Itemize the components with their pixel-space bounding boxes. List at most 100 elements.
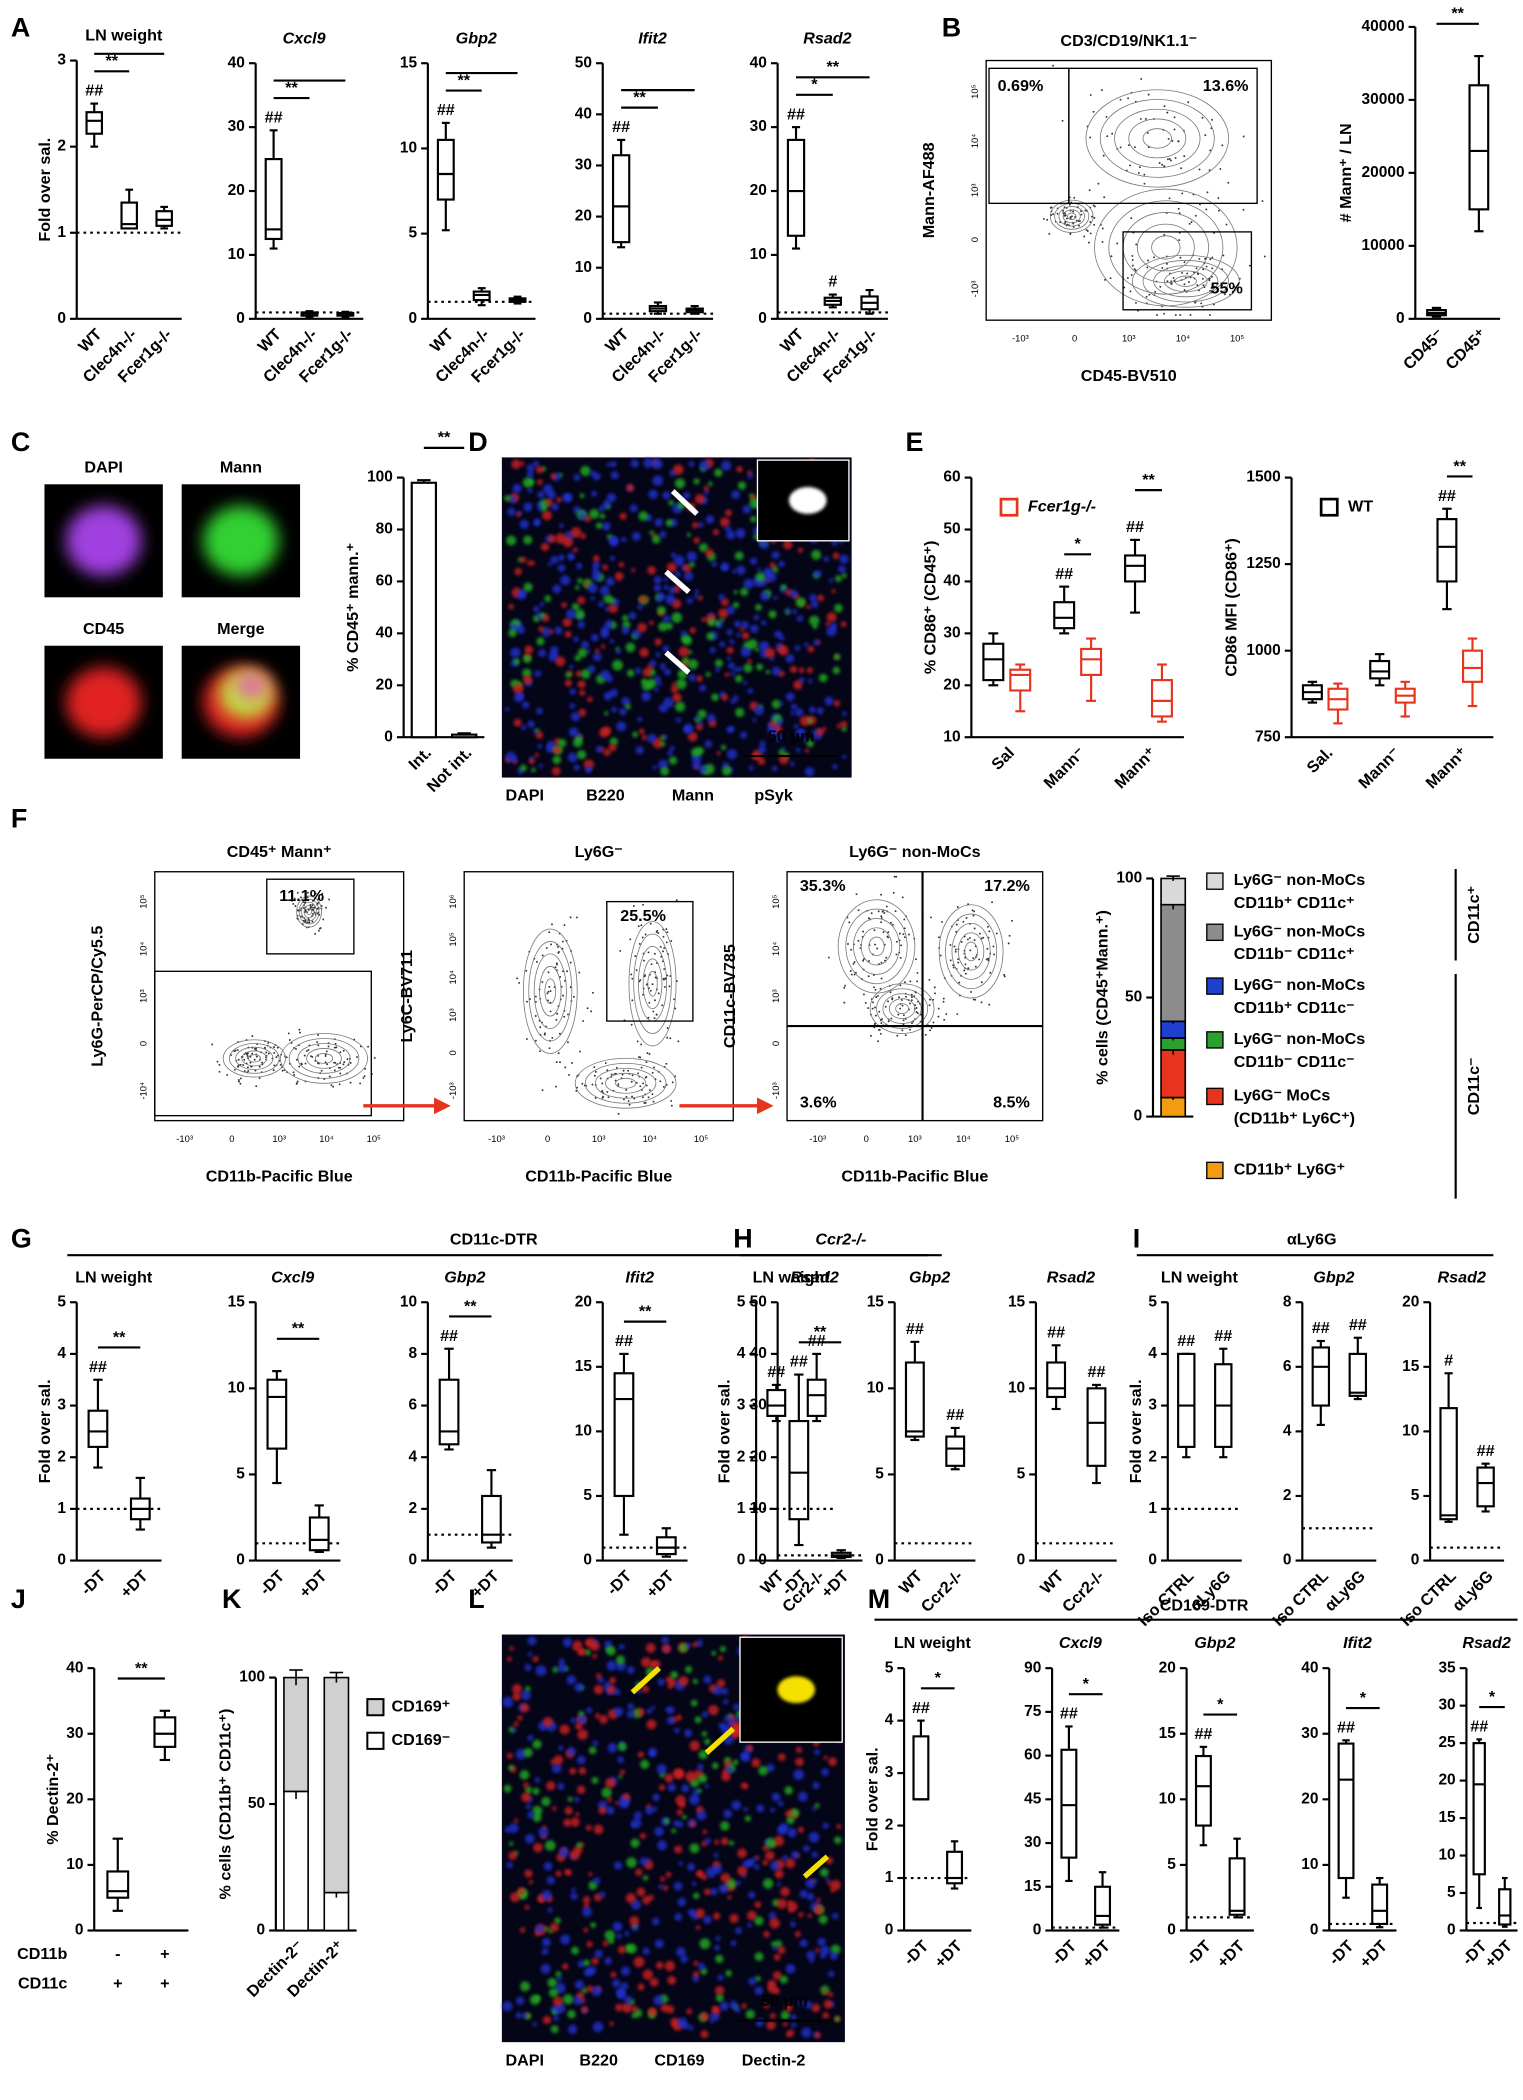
- micrograph-signal: [673, 464, 684, 475]
- flow-event: [581, 1083, 583, 1085]
- flow-event: [955, 949, 957, 951]
- x-tick-label: +DT: [1481, 1937, 1516, 1972]
- x-tick-label: -DT: [900, 1937, 932, 1969]
- flow-event: [1167, 280, 1169, 282]
- micrograph-signal: [665, 1961, 675, 1971]
- micrograph-signal: [577, 680, 585, 688]
- flow-event: [1120, 146, 1122, 148]
- gate-label: 8.5%: [993, 1093, 1030, 1111]
- flow-event: [877, 995, 879, 997]
- micrograph-signal: [627, 669, 635, 677]
- micrograph-signal: [562, 493, 571, 502]
- micrograph-signal: [716, 1994, 724, 2002]
- y-tick-label: 10⁵: [447, 932, 458, 946]
- flow-event: [993, 953, 995, 955]
- x-tick-label: -DT: [256, 1567, 288, 1599]
- micrograph-signal: [689, 674, 696, 681]
- micrograph-signal: [674, 1913, 682, 1921]
- legend-group-label: CD11c⁻: [1465, 1057, 1483, 1115]
- flow-event: [902, 933, 904, 935]
- micrograph-signal: [504, 1785, 512, 1793]
- flow-event: [981, 981, 983, 983]
- significance-label: **: [113, 1328, 126, 1346]
- annotation: ##: [946, 1406, 964, 1424]
- y-tick-label: -10³: [969, 281, 980, 298]
- micrograph-signal: [697, 1810, 707, 1820]
- flow-event: [670, 940, 672, 942]
- flow-event: [1127, 97, 1129, 99]
- micrograph-signal: [538, 626, 544, 632]
- flow-event: [299, 1032, 301, 1034]
- flow-event: [672, 1081, 674, 1083]
- flow-event: [255, 1047, 257, 1049]
- micrograph-signal: [721, 694, 728, 701]
- annotation: #: [1444, 1351, 1453, 1369]
- box: [1088, 1388, 1106, 1465]
- micrograph-signal: [548, 1908, 553, 1913]
- micrograph-signal: [555, 656, 565, 666]
- micrograph-signal: [657, 606, 666, 615]
- legend-group-label: CD11c⁺: [1465, 886, 1483, 944]
- flow-event: [307, 922, 309, 924]
- x-tick-label: -DT: [603, 1567, 635, 1599]
- micrograph-signal: [649, 531, 654, 536]
- flow-event: [931, 1027, 933, 1029]
- micrograph-signal: [755, 648, 759, 652]
- micrograph-signal: [541, 1964, 551, 1974]
- micrograph-signal: [522, 701, 529, 708]
- micrograph-signal: [747, 659, 752, 664]
- bar-segment: [1161, 878, 1185, 904]
- x-tick-label: 10⁴: [319, 1133, 334, 1144]
- legend-swatch: [1207, 978, 1223, 994]
- micrograph-signal: [778, 1801, 784, 1807]
- micrograph-signal: [645, 1806, 653, 1814]
- micrograph-signal: [777, 719, 783, 725]
- flow-event: [288, 1032, 290, 1034]
- micrograph-signal: [600, 670, 610, 680]
- y-tick-label: 5: [408, 225, 417, 242]
- flow-event: [251, 1053, 253, 1055]
- micrograph-signal: [758, 757, 766, 765]
- flow-event: [343, 1050, 345, 1052]
- flow-event: [896, 954, 898, 956]
- micrograph-signal: [584, 581, 589, 586]
- flow-event: [638, 925, 640, 927]
- micrograph-signal: [585, 767, 591, 773]
- flow-event: [1093, 224, 1095, 226]
- micrograph-signal: [831, 589, 835, 593]
- flow-event: [890, 991, 892, 993]
- significance-label: *: [1217, 1695, 1224, 1713]
- y-axis-label: Mann-AF488: [920, 142, 938, 238]
- flow-event: [1180, 167, 1182, 169]
- micrograph-signal: [575, 1723, 581, 1729]
- micrograph-signal: [520, 1770, 530, 1780]
- micrograph-signal: [823, 556, 829, 562]
- micrograph-signal: [580, 466, 590, 476]
- micrograph-signal: [676, 1715, 682, 1721]
- micrograph-signal: [808, 679, 813, 684]
- flow-event: [1218, 210, 1220, 212]
- micrograph-signal: [523, 654, 532, 663]
- micrograph-signal: [756, 663, 763, 670]
- flow-event: [334, 1047, 336, 1049]
- x-tick-label: 0: [1072, 332, 1077, 343]
- annotation: #: [828, 273, 837, 291]
- y-tick-label: 40: [575, 105, 592, 122]
- y-axis-label: Fold over sal.: [1127, 1379, 1145, 1483]
- micrograph-signal: [683, 636, 692, 645]
- micrograph-signal: [659, 1785, 665, 1791]
- micrograph-signal: [786, 1817, 794, 1825]
- micrograph-signal: [711, 693, 719, 701]
- flow-event: [298, 1066, 300, 1068]
- y-tick-label: 10: [750, 246, 767, 263]
- flow-event: [1202, 278, 1204, 280]
- y-tick-label: 4: [885, 1712, 894, 1729]
- micrograph-signal: [642, 735, 648, 741]
- micrograph-signal: [726, 647, 733, 654]
- x-tick-label: +DT: [1079, 1937, 1114, 1972]
- flow-event: [556, 1013, 558, 1015]
- y-tick-label: 20: [750, 182, 767, 199]
- y-tick-label: 50: [943, 521, 960, 538]
- micrograph-signal: [575, 585, 579, 589]
- box: [1438, 519, 1457, 581]
